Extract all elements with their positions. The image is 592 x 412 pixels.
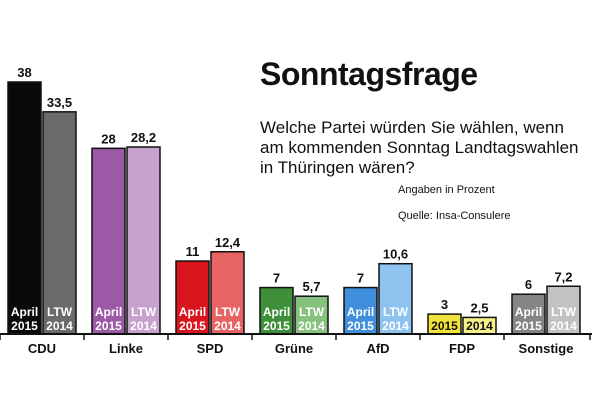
- bar-inner-label: 2014: [214, 319, 241, 333]
- bar: [294, 295, 329, 335]
- bar-inner-label: LTW: [215, 305, 241, 319]
- bar-inner-label: April: [347, 305, 374, 319]
- bar-value-label: 38: [17, 65, 31, 80]
- bar-value-label: 28,2: [131, 130, 156, 145]
- bar: [511, 293, 546, 335]
- bar-inner-label: April: [95, 305, 122, 319]
- chart-subtitle: Welche Partei würden Sie wählen, wenn am…: [260, 118, 579, 177]
- bar-value-label: 3: [441, 297, 448, 312]
- bar: [546, 285, 581, 335]
- bar-inner-label: 2015: [347, 319, 374, 333]
- bar-inner-label: 2015: [179, 319, 206, 333]
- bar-inner-label: 2014: [46, 319, 73, 333]
- bar: [259, 286, 294, 335]
- bar-value-label: 2,5: [470, 300, 488, 315]
- bar-inner-label: 2015: [515, 319, 542, 333]
- bar-inner-label: April: [263, 305, 290, 319]
- bar-value-label: 7: [357, 271, 364, 286]
- bar-inner-label: 2015: [11, 319, 38, 333]
- category-label: Grüne: [275, 341, 313, 356]
- category-label: Linke: [109, 341, 143, 356]
- bar-inner-label: 2014: [130, 319, 157, 333]
- bar-inner-label: LTW: [131, 305, 157, 319]
- bar-value-label: 7,2: [554, 269, 572, 284]
- chart-title: Sonntagsfrage: [260, 56, 478, 92]
- unit-note: Angaben in Prozent: [398, 184, 495, 196]
- category-label: Sonstige: [519, 341, 574, 356]
- category-label: CDU: [28, 341, 56, 356]
- bar-inner-label: 2014: [466, 319, 493, 333]
- bar-value-label: 28: [101, 131, 115, 146]
- bar: [126, 146, 161, 335]
- bar-inner-label: 2014: [382, 319, 409, 333]
- bar-inner-label: 2015: [95, 319, 122, 333]
- bar-inner-label: LTW: [47, 305, 73, 319]
- bar-value-label: 33,5: [47, 95, 72, 110]
- bar-inner-label: April: [11, 305, 38, 319]
- bar-value-label: 5,7: [302, 279, 320, 294]
- bar-inner-label: April: [515, 305, 542, 319]
- bar-value-label: 7: [273, 271, 280, 286]
- bar-value-label: 11: [186, 244, 200, 259]
- bar-inner-label: 2014: [298, 319, 325, 333]
- bar-inner-label: 2015: [431, 319, 458, 333]
- category-label: SPD: [197, 341, 224, 356]
- bar-inner-label: LTW: [383, 305, 409, 319]
- bar-inner-label: LTW: [299, 305, 325, 319]
- bar-value-label: 12,4: [215, 235, 241, 250]
- bar-value-label: 6: [525, 277, 532, 292]
- category-label: FDP: [449, 341, 475, 356]
- bar-inner-label: LTW: [551, 305, 577, 319]
- bar: [7, 81, 42, 335]
- bar-inner-label: 2014: [550, 319, 577, 333]
- bar-value-label: 10,6: [383, 247, 408, 262]
- category-label: AfD: [366, 341, 389, 356]
- bar-inner-label: 2015: [263, 319, 290, 333]
- source-note: Quelle: Insa-Consulere: [398, 210, 511, 222]
- bar-inner-label: April: [179, 305, 206, 319]
- bar: [42, 111, 77, 335]
- bar: [210, 251, 245, 335]
